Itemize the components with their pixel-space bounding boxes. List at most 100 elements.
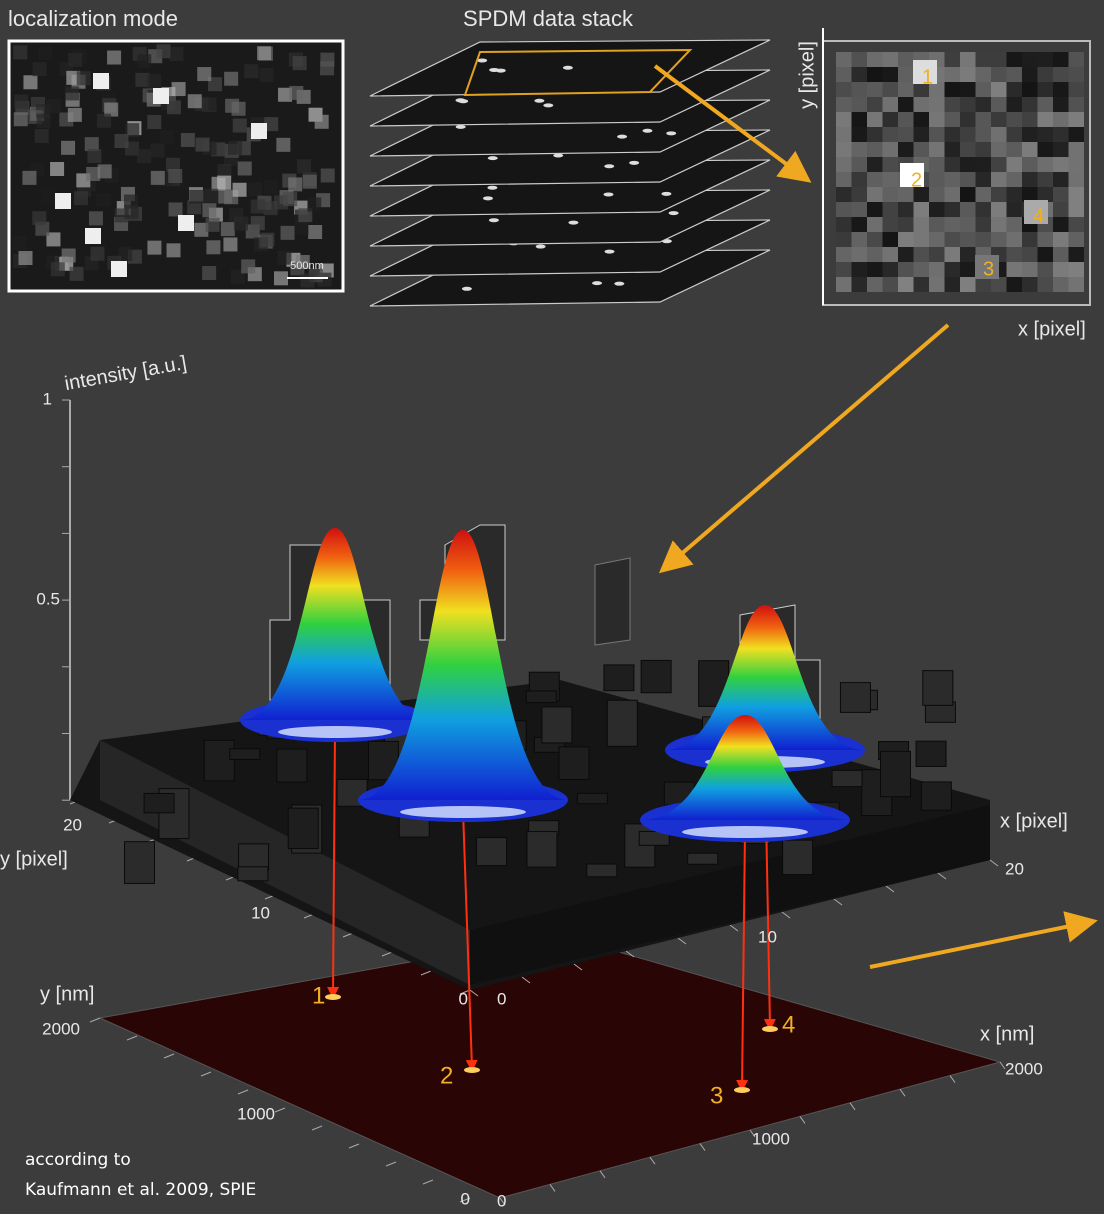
pixel [836, 52, 852, 67]
pixel [1006, 262, 1022, 277]
pixel [250, 216, 265, 231]
pixel [944, 232, 960, 247]
pixel [1053, 97, 1069, 112]
pixel [274, 271, 289, 286]
tick [348, 1143, 360, 1149]
pixel [898, 97, 914, 112]
pixel [882, 172, 898, 187]
pixel-column [203, 739, 235, 782]
pixel [90, 246, 105, 261]
point-label: 1 [312, 982, 325, 1009]
pixel [851, 202, 867, 217]
inset-y-label: y [pixel] [796, 41, 818, 109]
spot-label: 1 [922, 66, 933, 88]
pixel [218, 189, 233, 204]
pixel [1022, 127, 1038, 142]
pixel [1068, 97, 1084, 112]
pixel [898, 112, 914, 127]
bright-pixel [111, 261, 127, 277]
pixel [217, 175, 232, 190]
pixel [882, 112, 898, 127]
pixel [1037, 142, 1053, 157]
pixel [944, 262, 960, 277]
pixel [991, 97, 1007, 112]
pixel [297, 159, 312, 174]
pixel [1053, 262, 1069, 277]
pixel [882, 67, 898, 82]
pixel [1022, 52, 1038, 67]
pixel [137, 149, 152, 164]
fit-spot [734, 1087, 750, 1093]
pixel [244, 64, 259, 79]
pixel [1068, 52, 1084, 67]
fit-rim [682, 826, 808, 838]
pixel-column [475, 837, 507, 867]
pixel-column [336, 778, 368, 807]
pixel [944, 67, 960, 82]
pixel [991, 82, 1007, 97]
pixel [96, 192, 111, 207]
bright-pixel [913, 60, 937, 84]
pixel [913, 82, 929, 97]
pixel [250, 199, 265, 214]
pixel [867, 262, 883, 277]
pixel [1068, 127, 1084, 142]
pixel [197, 67, 212, 82]
floor-x-label: x [nm] [980, 1023, 1034, 1045]
pixel [150, 143, 165, 158]
pixel [34, 128, 49, 143]
pixel [166, 157, 181, 172]
pixel [1022, 262, 1038, 277]
pixel [195, 137, 210, 152]
gaussian-fit [640, 715, 850, 820]
spot [603, 192, 614, 197]
pixel [1053, 232, 1069, 247]
bright-pixel [153, 88, 169, 104]
pixel [991, 142, 1007, 157]
pixel [898, 127, 914, 142]
pixel [929, 82, 945, 97]
spot [568, 220, 579, 225]
pixel [68, 52, 83, 67]
pixel [913, 142, 929, 157]
tick [200, 1071, 212, 1077]
pixel [836, 172, 852, 187]
pixel [208, 77, 223, 92]
pixel [960, 247, 976, 262]
pixel [882, 157, 898, 172]
pixel [929, 157, 945, 172]
pixel-column [526, 831, 558, 868]
spot [604, 164, 615, 169]
pixel [1053, 52, 1069, 67]
pixel [289, 85, 304, 100]
pixel [836, 187, 852, 202]
pixel [1006, 247, 1022, 262]
tick [899, 1088, 906, 1097]
pixel [944, 277, 960, 292]
pixel [307, 197, 322, 212]
pixel [975, 187, 991, 202]
pixel [233, 216, 248, 231]
spot [487, 185, 498, 190]
pixel [223, 237, 238, 252]
pixel [944, 247, 960, 262]
pixel [1037, 97, 1053, 112]
pixel [851, 67, 867, 82]
pixel [1037, 67, 1053, 82]
pixel [882, 142, 898, 157]
pixel [88, 211, 103, 226]
pixel-column [287, 807, 319, 850]
pixel [180, 132, 195, 147]
pixel [960, 277, 976, 292]
pixel [1068, 232, 1084, 247]
pixel [225, 98, 240, 113]
pixel [944, 142, 960, 157]
pixel [1068, 262, 1084, 277]
pixel [882, 127, 898, 142]
pixel [202, 266, 217, 281]
pixel [882, 277, 898, 292]
spot [487, 156, 498, 161]
tick [459, 1197, 471, 1203]
pixel [944, 127, 960, 142]
pixel [898, 187, 914, 202]
